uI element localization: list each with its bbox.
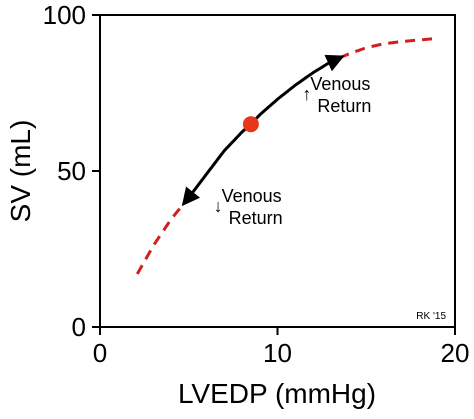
curve-arrow-increase bbox=[249, 54, 345, 126]
y-axis-title: SV (mL) bbox=[5, 120, 36, 223]
plot-area bbox=[99, 14, 456, 328]
y-tick-label: 100 bbox=[43, 0, 86, 30]
y-axis-ticks: 0 50 100 bbox=[43, 0, 100, 342]
y-tick-label: 0 bbox=[72, 312, 86, 342]
x-axis-title: LVEDP (mmHg) bbox=[178, 378, 376, 409]
credit-label: RK '15 bbox=[416, 311, 446, 322]
curve-arrow-decrease bbox=[181, 123, 252, 207]
annotation-line2: Return bbox=[229, 208, 283, 228]
x-tick-label: 20 bbox=[441, 338, 470, 368]
x-tick-label: 10 bbox=[263, 338, 292, 368]
curve-dashed-segment-high bbox=[338, 36, 438, 60]
annotation-line1: Venous bbox=[310, 74, 370, 94]
x-axis-ticks: 0 10 20 bbox=[93, 327, 470, 368]
annotation-line2: Return bbox=[317, 96, 371, 116]
x-tick-label: 0 bbox=[93, 338, 107, 368]
plot-frame bbox=[99, 14, 456, 328]
curve-dashed-segment-low bbox=[135, 200, 187, 275]
arrow-up-icon: ↑ bbox=[302, 84, 311, 104]
annotation-line1: Venous bbox=[222, 186, 282, 206]
arrow-down-icon: ↓ bbox=[214, 196, 223, 216]
operating-point bbox=[242, 116, 259, 133]
y-tick-label: 50 bbox=[57, 156, 86, 186]
